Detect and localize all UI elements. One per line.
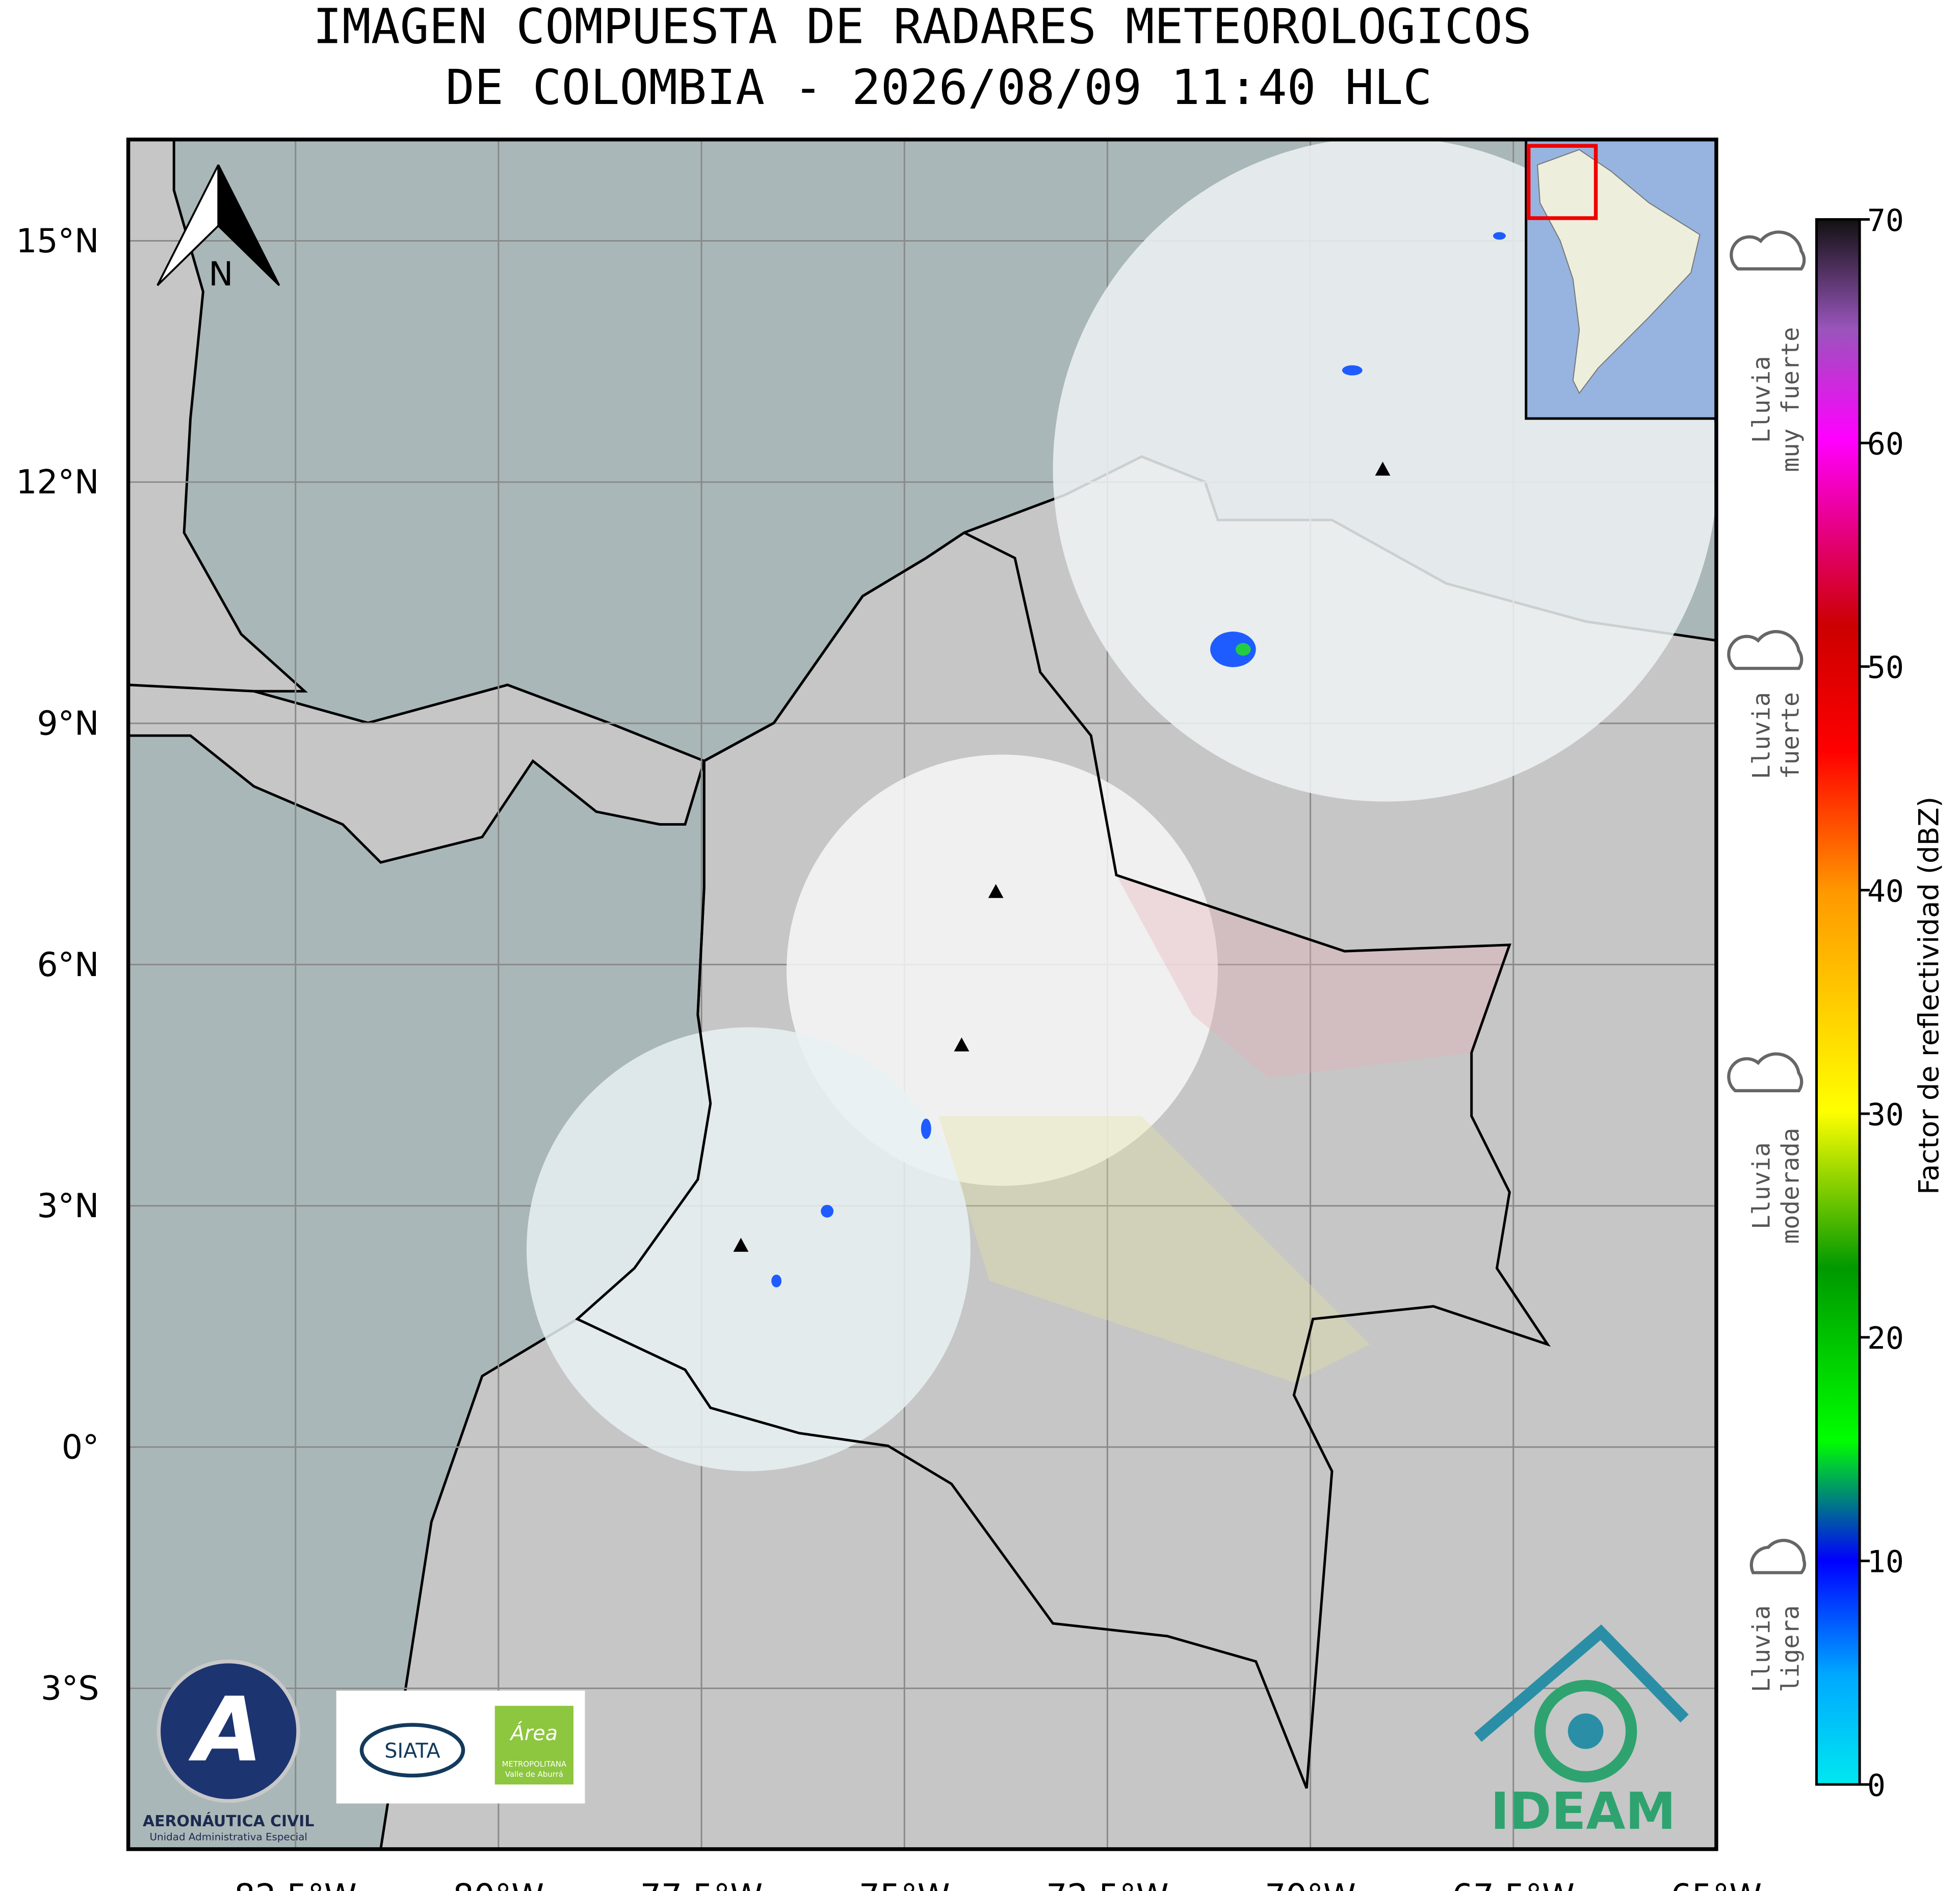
y-tick-label: 15°N — [16, 222, 99, 260]
logo-text: METROPOLITANA — [502, 1759, 567, 1769]
aerocivil-emblem — [156, 1659, 300, 1803]
echo — [1235, 643, 1251, 656]
siata-cloud — [359, 1723, 465, 1778]
inset-map — [1525, 139, 1716, 420]
rain-class-label: Lluvia — [1747, 356, 1775, 443]
area-box — [494, 1705, 574, 1784]
ideam-swirl-core — [1567, 1713, 1604, 1749]
rain-icon — [1749, 1539, 1807, 1574]
radar-sites — [733, 461, 1391, 1252]
region-tint — [1116, 875, 1510, 1079]
x-tick-label: 72.5°W — [1046, 1877, 1168, 1891]
colorbar-tick-label: 30 — [1867, 1097, 1904, 1133]
x-tick-label: 70°W — [1265, 1877, 1356, 1891]
y-tick-label: 12°N — [16, 463, 99, 502]
logo-text: Valle de Aburrá — [505, 1770, 563, 1779]
rain-class-label: Lluvia — [1747, 1605, 1775, 1692]
x-tick-label: 80°W — [453, 1877, 544, 1891]
siata-logo: SIATA Área METROPOLITANA Valle de Aburrá — [336, 1690, 585, 1804]
ideam-logo: IDEAM — [1474, 1624, 1689, 1841]
colorbar-tick-label: 60 — [1867, 427, 1904, 462]
radar-coverage — [526, 1027, 971, 1472]
inset-continent — [1537, 149, 1701, 395]
colorbar-tick-label: 50 — [1867, 650, 1904, 686]
radar-site — [954, 1037, 970, 1052]
north-arrow — [156, 164, 280, 286]
colombia-border — [575, 531, 1551, 1789]
colorbar-label: Factor de reflectividad (dBZ) — [1912, 797, 1945, 1195]
logo-text: SIATA — [384, 1740, 440, 1763]
title-line: DE COLOMBIA - 2026/08/09 11:40 HLC — [446, 60, 1432, 116]
colorbar-tick-label: 20 — [1867, 1321, 1904, 1356]
rain-class-label: fuerte — [1777, 692, 1805, 779]
radar-site — [988, 884, 1004, 898]
logo-text: AERONÁUTICA CIVIL — [143, 1812, 314, 1830]
radar-site — [733, 1238, 749, 1252]
rain-icon — [1727, 630, 1804, 670]
logo-text: IDEAM — [1491, 1782, 1676, 1841]
echo — [821, 1204, 834, 1218]
rain-class-label: Lluvia — [1747, 1142, 1775, 1229]
central-america-south — [128, 684, 706, 864]
x-tick-label: 65°W — [1671, 1877, 1762, 1891]
rain-icons — [1727, 230, 1807, 1574]
x-tick-label: 77.5°W — [640, 1877, 763, 1891]
rain-icon — [1727, 1052, 1804, 1093]
map-body: N A AERONÁUTICA CIVIL Unidad Administrat… — [128, 139, 1716, 1849]
y-tick-label: 3°N — [37, 1187, 99, 1225]
x-tick-label: 67.5°W — [1452, 1877, 1575, 1891]
radar-site — [1375, 461, 1391, 476]
colorbar-tick-label: 40 — [1867, 874, 1904, 909]
echo — [1493, 232, 1506, 240]
ideam-roof — [1474, 1624, 1689, 1742]
echo — [771, 1274, 782, 1288]
echo — [1342, 365, 1363, 376]
aerocivil-emblem-letter: A — [188, 1678, 263, 1782]
colorbar — [1815, 218, 1861, 1786]
aerocivil-logo: A AERONÁUTICA CIVIL Unidad Administrativ… — [143, 1659, 314, 1843]
y-tick-label: 0° — [62, 1428, 99, 1466]
colorbar-tick-label: 10 — [1867, 1545, 1904, 1580]
y-tick-label: 3°S — [41, 1670, 99, 1708]
logo-text: Área — [509, 1721, 558, 1745]
echo — [921, 1118, 931, 1139]
x-tick-label: 82.5°W — [234, 1877, 357, 1891]
rain-class-label: moderada — [1777, 1128, 1805, 1244]
rain-class-label: ligera — [1777, 1605, 1805, 1692]
rain-class-label: Lluvia — [1747, 692, 1775, 779]
colorbar-tick-label: 0 — [1867, 1768, 1886, 1803]
colorbar-tick-label: 70 — [1867, 203, 1904, 239]
north-arrow-east — [217, 164, 280, 286]
north-label: N — [208, 255, 233, 294]
inset-highlight — [1526, 144, 1598, 220]
rain-icon — [1730, 230, 1806, 271]
y-tick-label: 6°N — [37, 946, 99, 984]
title-line: IMAGEN COMPUESTA DE RADARES METEOROLOGIC… — [313, 0, 1532, 55]
y-tick-label: 9°N — [37, 705, 99, 743]
ideam-swirl — [1534, 1679, 1637, 1783]
rain-class-label: muy fuerte — [1777, 327, 1805, 472]
echoes — [771, 232, 1506, 1288]
echo — [1210, 632, 1256, 667]
logo-text: Unidad Administrativa Especial — [149, 1831, 307, 1843]
x-tick-label: 75°W — [859, 1877, 950, 1891]
region-tint — [938, 1116, 1370, 1383]
map-frame — [126, 137, 1718, 1851]
radar-coverage — [787, 754, 1218, 1186]
